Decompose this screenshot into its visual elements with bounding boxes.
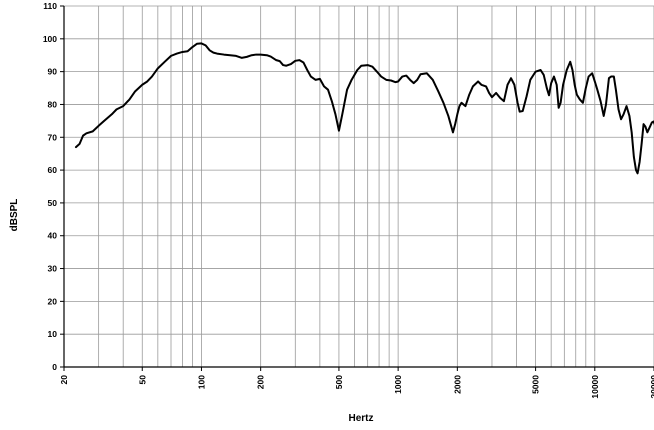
x-tick-label: 5000 xyxy=(531,375,541,394)
y-axis-title: dBSPL xyxy=(9,199,20,232)
x-tick-label: 10000 xyxy=(590,375,600,399)
x-tick-label: 2000 xyxy=(452,375,462,394)
grid xyxy=(63,5,654,368)
y-tick-label: 80 xyxy=(48,99,58,109)
y-tick-label: 20 xyxy=(48,296,58,306)
series-layer xyxy=(74,42,654,175)
x-tick-label: 200 xyxy=(256,375,266,389)
y-tick-label: 70 xyxy=(48,132,58,142)
x-tick-label: 1000 xyxy=(393,375,403,394)
x-tick-label: 20000 xyxy=(649,375,654,399)
x-tick-label: 100 xyxy=(196,375,206,389)
y-tick-label: 60 xyxy=(48,165,58,175)
y-tick-label: 100 xyxy=(43,34,57,44)
y-tick-label: 0 xyxy=(52,362,57,372)
y-axis-ticks: 0 10 20 30 40 50 60 70 80 90 100 110 xyxy=(43,1,64,372)
series-line-1 xyxy=(74,42,654,175)
x-axis-title: Hertz xyxy=(348,413,373,424)
x-tick-label: 500 xyxy=(334,375,344,389)
y-tick-label: 110 xyxy=(43,1,57,11)
x-axis-ticks: 20 50 100 200 500 1000 2000 5000 10000 20000 xyxy=(59,367,654,399)
y-tick-label: 50 xyxy=(48,198,58,208)
x-tick-label: 50 xyxy=(137,375,147,385)
y-tick-label: 30 xyxy=(48,264,58,274)
x-tick-label: 20 xyxy=(59,375,69,385)
axes xyxy=(63,6,654,368)
y-tick-label: 90 xyxy=(48,67,58,77)
y-tick-label: 10 xyxy=(48,329,58,339)
y-tick-label: 40 xyxy=(48,231,58,241)
